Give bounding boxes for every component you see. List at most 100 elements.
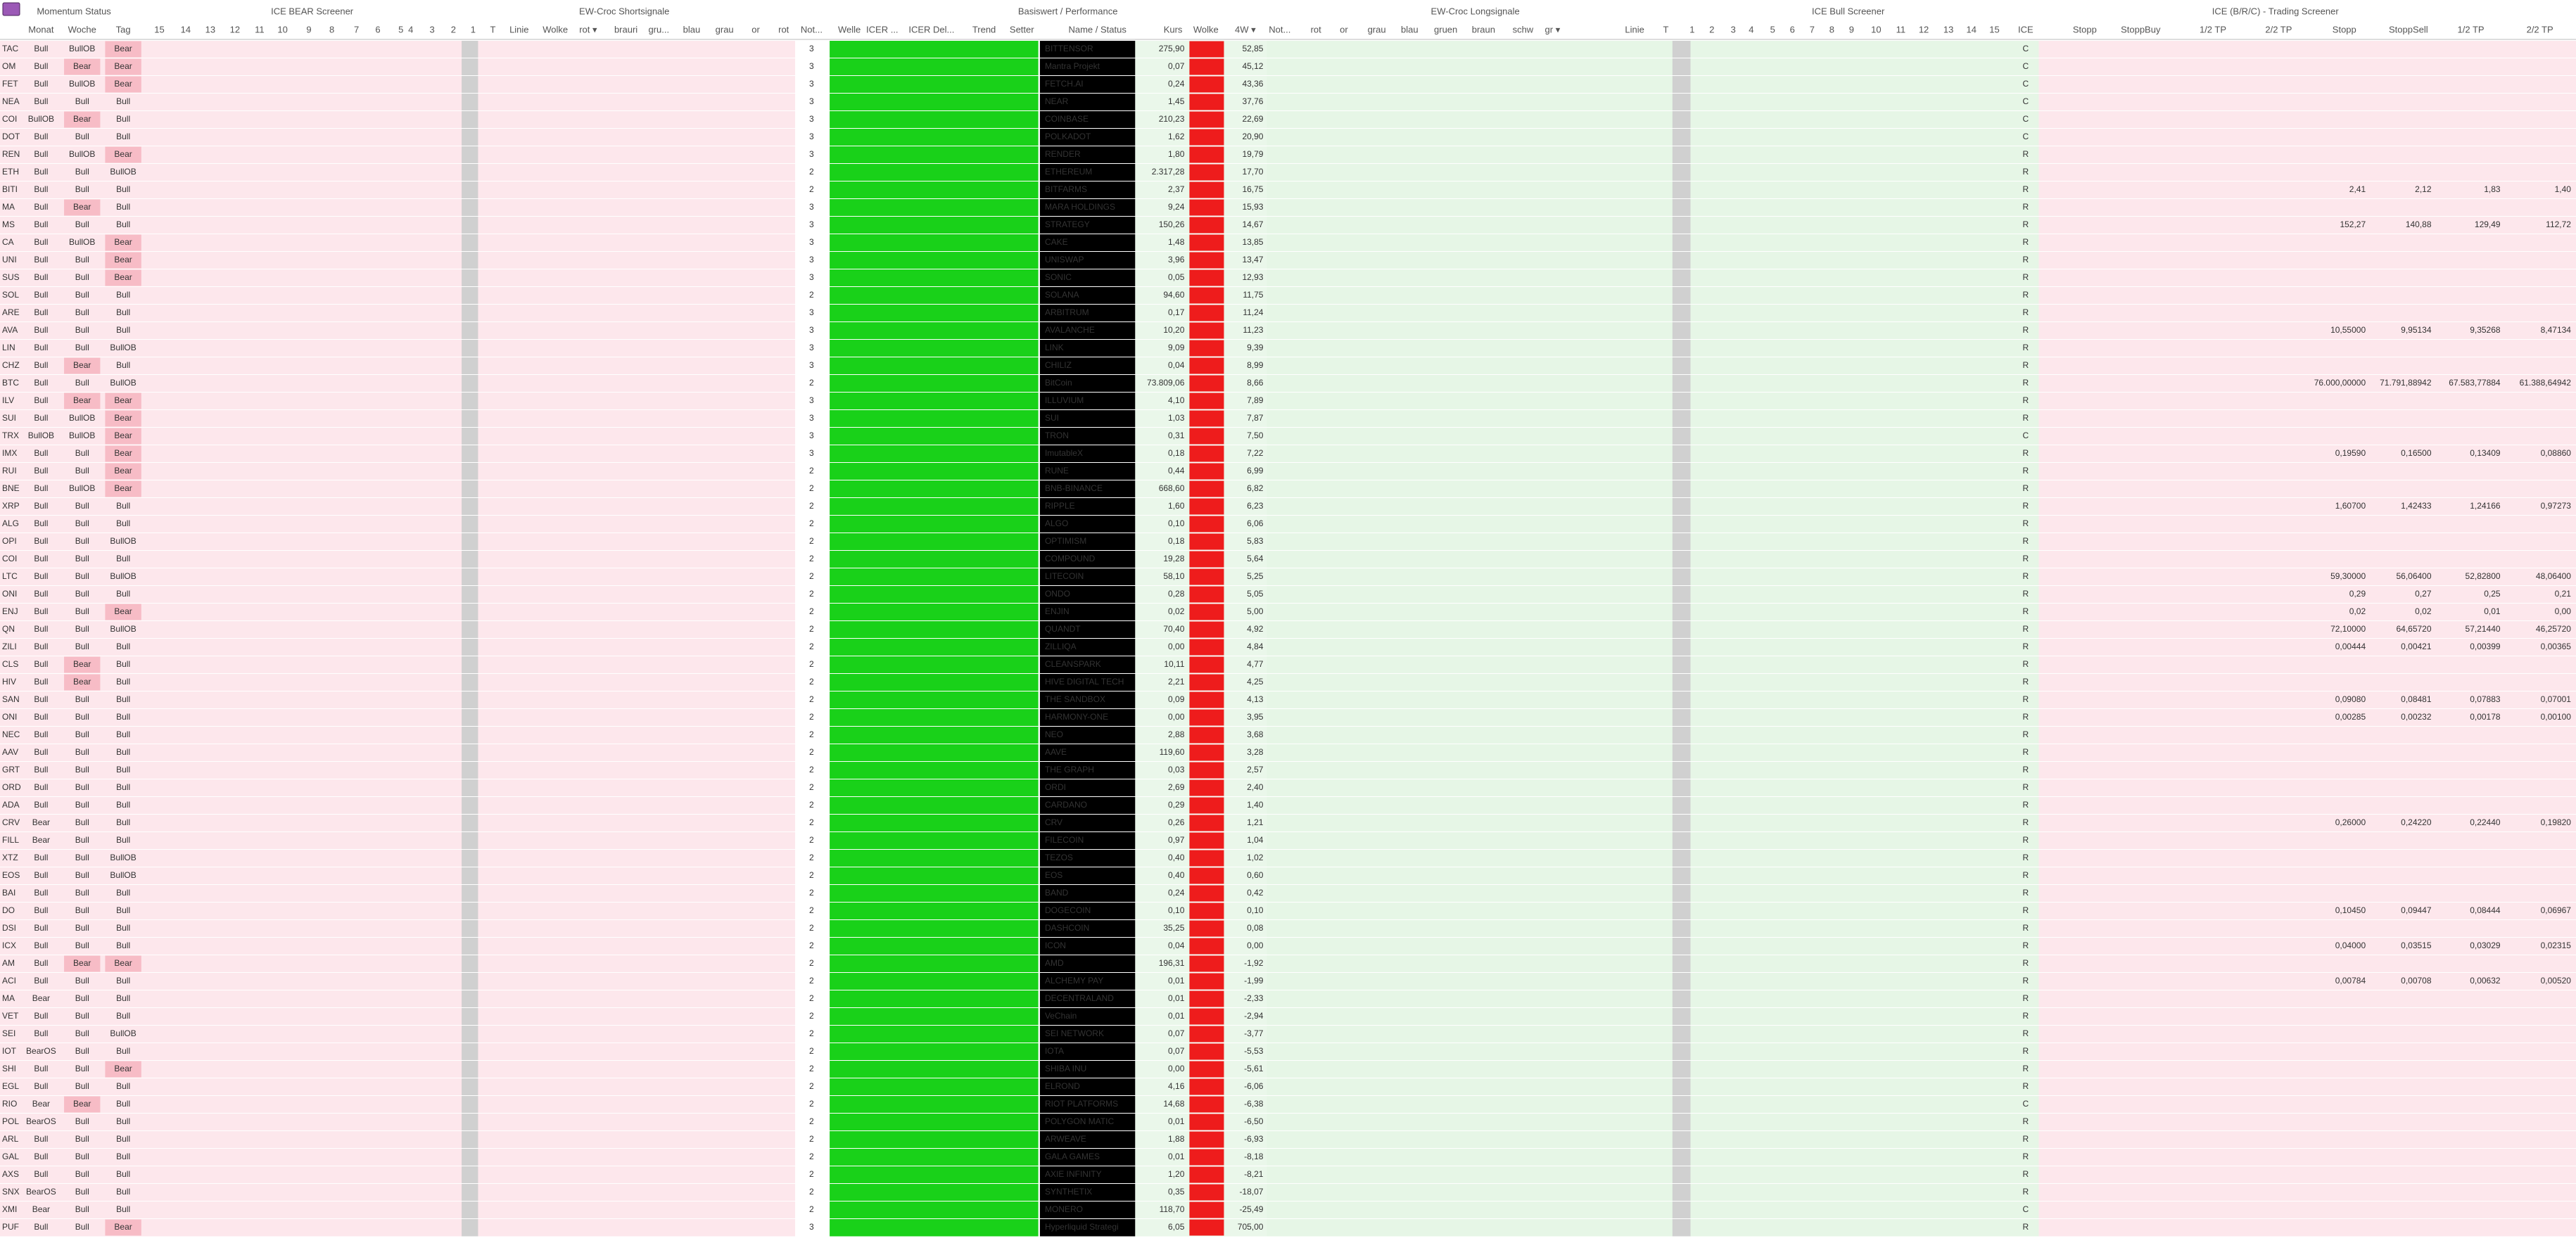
ice-signal: R xyxy=(2022,694,2029,704)
notation: 2 xyxy=(809,853,814,862)
cloud-cell xyxy=(1189,76,1224,93)
ticker: NEC xyxy=(2,729,20,739)
notation: 2 xyxy=(809,800,814,810)
column-header: T xyxy=(1663,24,1669,34)
momentum-w: Bull xyxy=(75,1046,89,1056)
trade-level: 0,02315 xyxy=(2541,941,2572,950)
price: 1,20 xyxy=(1168,1169,1185,1179)
perf-4w: -8,18 xyxy=(1244,1152,1264,1161)
momentum-w: Bull xyxy=(75,1081,89,1091)
trade-level: 0,01 xyxy=(2484,606,2501,616)
ice-signal: R xyxy=(2022,782,2029,792)
ticker: NEA xyxy=(2,96,20,106)
ticker: POL xyxy=(2,1116,19,1126)
ice-signal: R xyxy=(2022,1011,2029,1021)
notation: 2 xyxy=(809,1046,814,1056)
asset-name: CLEANSPARK xyxy=(1045,659,1101,669)
notation: 2 xyxy=(809,905,814,915)
ticker: BITI xyxy=(2,184,18,194)
price: 0,07 xyxy=(1168,61,1185,71)
notation: 2 xyxy=(809,624,814,634)
column-header: Tag xyxy=(116,24,131,34)
notation: 3 xyxy=(809,343,814,352)
ice-signal: R xyxy=(2022,325,2029,335)
momentum-w: BullOB xyxy=(69,44,95,53)
asset-name: ZILLIQA xyxy=(1045,642,1077,651)
ice-signal: R xyxy=(2022,941,2029,950)
asset-name: IOTA xyxy=(1045,1046,1064,1056)
notation: 2 xyxy=(809,1099,814,1109)
momentum-m: Bull xyxy=(34,360,48,370)
momentum-m: Bull xyxy=(34,554,48,563)
price: 0,24 xyxy=(1168,888,1185,898)
notation: 3 xyxy=(809,255,814,264)
ticker: UNI xyxy=(2,255,17,264)
perf-4w: 19,79 xyxy=(1242,149,1263,159)
cloud-cell xyxy=(1189,779,1224,796)
asset-name: THE SANDBOX xyxy=(1045,694,1105,704)
momentum-d: Bear xyxy=(114,958,132,968)
momentum-m: Bull xyxy=(34,272,48,282)
column-header: 6 xyxy=(1790,24,1795,34)
trade-level: 0,00632 xyxy=(2470,976,2501,986)
momentum-w: Bull xyxy=(75,765,89,775)
momentum-m: Bull xyxy=(34,606,48,616)
perf-4w: 13,85 xyxy=(1242,237,1263,247)
asset-name: SUI xyxy=(1045,413,1059,423)
momentum-w: Bull xyxy=(75,1222,89,1232)
momentum-d: Bull xyxy=(116,800,130,810)
column-header: gr ▾ xyxy=(1545,24,1561,34)
ice-signal: R xyxy=(2022,360,2029,370)
momentum-w: Bull xyxy=(75,1169,89,1179)
bear-cell xyxy=(105,234,141,251)
trade-level: 0,22440 xyxy=(2470,817,2501,827)
bear-cell xyxy=(105,58,141,75)
momentum-m: Bull xyxy=(34,413,48,423)
momentum-d: Bull xyxy=(116,941,130,950)
momentum-m: Bull xyxy=(34,149,48,159)
notation: 2 xyxy=(809,782,814,792)
notation: 2 xyxy=(809,1064,814,1073)
asset-name: COMPOUND xyxy=(1045,554,1096,563)
asset-name: POLKADOT xyxy=(1045,132,1091,141)
momentum-w: Bull xyxy=(75,554,89,563)
ice-signal: R xyxy=(2022,202,2029,212)
perf-4w: 37,76 xyxy=(1242,96,1263,106)
asset-name: SONIC xyxy=(1045,272,1072,282)
momentum-w: Bull xyxy=(75,571,89,581)
momentum-d: Bull xyxy=(116,923,130,933)
momentum-d: Bull xyxy=(116,325,130,335)
momentum-d: Bull xyxy=(116,1187,130,1197)
ice-signal: R xyxy=(2022,1046,2029,1056)
momentum-d: Bear xyxy=(114,1222,132,1232)
notation: 2 xyxy=(809,589,814,599)
ticker: CLS xyxy=(2,659,18,669)
notation: 2 xyxy=(809,554,814,563)
momentum-d: Bear xyxy=(114,61,132,71)
price: 0,10 xyxy=(1168,518,1185,528)
trade-level: 0,04000 xyxy=(2335,941,2366,950)
ice-signal: C xyxy=(2022,96,2029,106)
ticker: MS xyxy=(2,219,15,229)
column-header: 14 xyxy=(181,24,191,34)
notation: 2 xyxy=(809,642,814,651)
menu-icon[interactable] xyxy=(2,2,20,16)
perf-4w: 6,82 xyxy=(1247,483,1264,493)
cloud-cell xyxy=(1189,410,1224,427)
ice-signal: R xyxy=(2022,149,2029,159)
ticker: TRX xyxy=(2,431,19,440)
perf-4w: 5,83 xyxy=(1247,536,1264,546)
ticker: OM xyxy=(2,61,15,71)
trade-level: 1,60700 xyxy=(2335,501,2366,511)
asset-name: BAND xyxy=(1045,888,1069,898)
perf-4w: 5,00 xyxy=(1247,606,1264,616)
momentum-d: BullOB xyxy=(110,571,136,581)
asset-name: SEI NETWORK xyxy=(1045,1028,1104,1038)
trade-level: 0,03515 xyxy=(2401,941,2432,950)
trade-level: 72,10000 xyxy=(2330,624,2366,634)
notation: 2 xyxy=(809,518,814,528)
column-header: rot ▾ xyxy=(579,24,597,34)
asset-name: THE GRAPH xyxy=(1045,765,1094,775)
asset-name: ALGO xyxy=(1045,518,1068,528)
trade-level: 10,55000 xyxy=(2330,325,2366,335)
